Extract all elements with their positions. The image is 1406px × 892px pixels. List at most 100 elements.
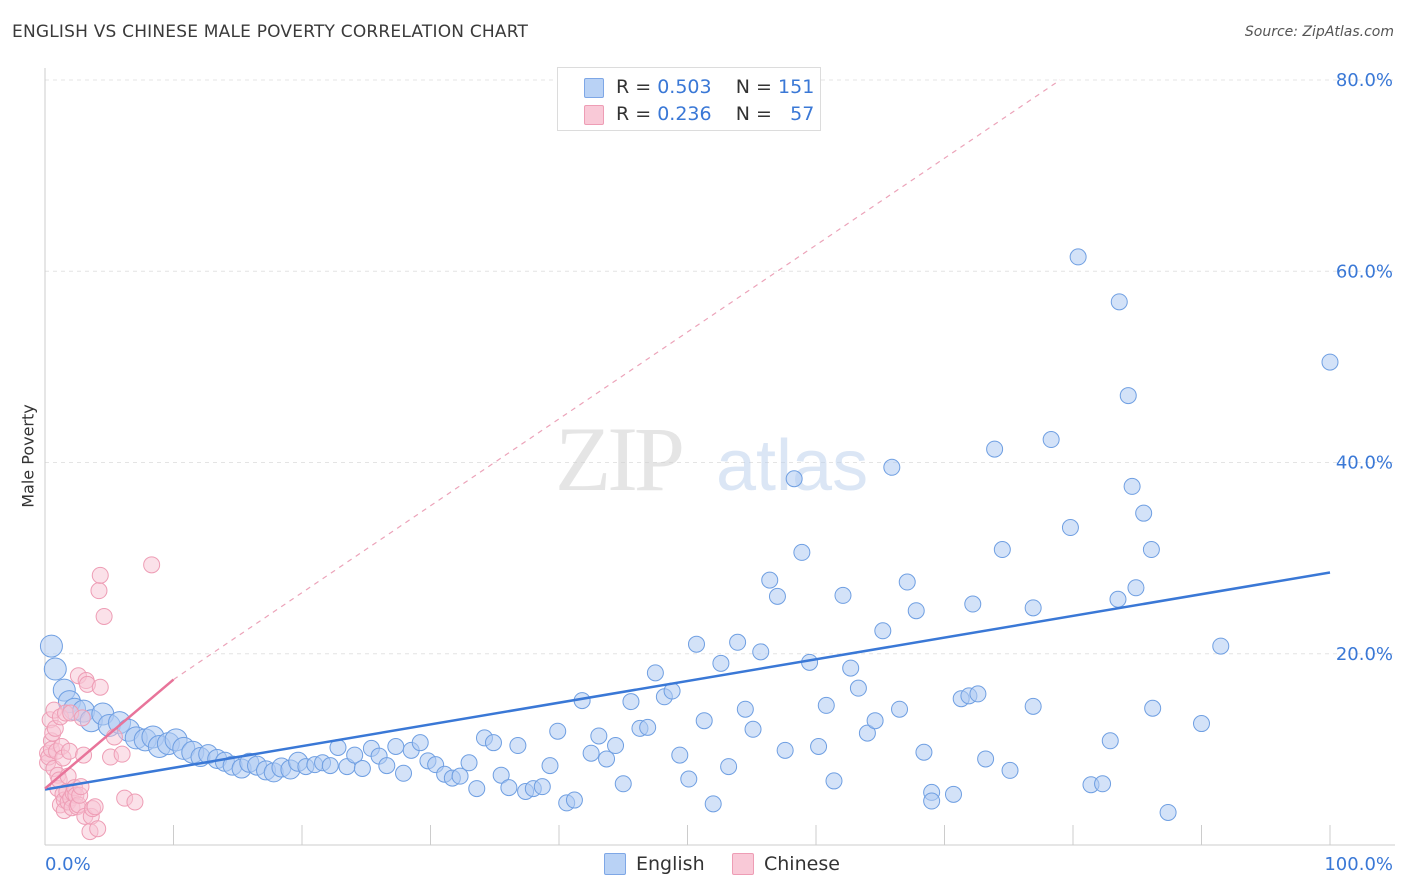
english-point (484, 734, 502, 752)
english-point (1069, 248, 1087, 266)
n-value-english: 151 (778, 76, 815, 98)
english-point (500, 779, 518, 797)
english-point (646, 664, 664, 682)
english-point (1123, 477, 1141, 495)
english-point (378, 757, 396, 775)
english-point (825, 772, 843, 790)
english-point (607, 737, 625, 755)
legend-item-chinese[interactable]: Chinese (732, 852, 840, 876)
english-point (395, 764, 413, 782)
r-value-chinese: 0.236 (657, 103, 712, 125)
r-label: R = (616, 76, 652, 98)
chart-title: ENGLISH VS CHINESE MALE POVERTY CORRELAT… (12, 22, 529, 42)
english-point (1101, 732, 1119, 750)
english-point (866, 712, 884, 730)
english-point (898, 573, 916, 591)
chinese-legend-swatch (732, 853, 754, 875)
english-point (1119, 387, 1137, 405)
english-point (883, 458, 901, 476)
english-point (541, 757, 559, 775)
english-point (776, 741, 794, 759)
chinese-point (143, 556, 161, 574)
r-value-english: 0.503 (657, 76, 712, 98)
n-value-chinese: 57 (790, 103, 815, 125)
chinese-points (39, 556, 161, 841)
english-point (533, 778, 551, 796)
english-point (712, 654, 730, 672)
english-point (977, 750, 995, 768)
watermark-atlas: atlas (716, 426, 868, 506)
english-point (346, 746, 364, 764)
english-point (460, 754, 478, 772)
chinese-point (72, 778, 90, 796)
english-point (1212, 637, 1230, 655)
english-point (582, 744, 600, 762)
english-point (1109, 590, 1127, 608)
english-point (39, 634, 63, 658)
english-point (680, 770, 698, 788)
english-point (964, 595, 982, 613)
english-point (744, 720, 762, 738)
english-point (565, 791, 583, 809)
english-point (1127, 579, 1145, 597)
english-point (923, 792, 941, 810)
english-point (858, 724, 876, 742)
chinese-point (90, 582, 108, 600)
english-point (1135, 504, 1153, 522)
english-point (969, 685, 987, 703)
english-point (1159, 803, 1177, 821)
english-point (944, 785, 962, 803)
english-point (1321, 353, 1339, 371)
legend-item-english[interactable]: English (604, 852, 705, 876)
english-point (1061, 519, 1079, 537)
english-point (842, 659, 860, 677)
english-point (451, 767, 469, 785)
chinese-point (89, 820, 107, 838)
english-point (598, 750, 616, 768)
english-point (752, 643, 770, 661)
english-point (411, 734, 429, 752)
y-tick-label: 20.0% (1336, 644, 1393, 665)
english-point (1024, 599, 1042, 617)
english-point (817, 696, 835, 714)
english-point (1094, 775, 1112, 793)
english-point (695, 712, 713, 730)
english-legend-label: English (636, 853, 705, 875)
english-point (874, 622, 892, 640)
chinese-point (73, 709, 91, 727)
chinese-point (95, 607, 113, 625)
chinese-trend-line (44, 678, 175, 790)
y-tick-label: 40.0% (1336, 453, 1393, 474)
english-point (986, 440, 1004, 458)
tick-labels: 20.0% 40.0% 60.0% 80.0% 0.0% 100.0% (45, 70, 1393, 875)
english-point (353, 760, 371, 777)
english-point (891, 700, 909, 718)
r-label: R = (616, 103, 652, 125)
trend-lines (44, 79, 1331, 791)
chinese-point (91, 566, 109, 584)
watermark: ZIP atlas (555, 408, 868, 510)
chinese-swatch (584, 105, 604, 125)
n-label: N = (735, 103, 772, 125)
english-point (1144, 699, 1162, 717)
watermark-zip: ZIP (555, 408, 682, 510)
english-point (387, 738, 405, 756)
english-point (1024, 697, 1042, 715)
english-point (785, 470, 803, 488)
stats-legend: R = 0.503 N = 151 R = 0.236 N = 57 (557, 67, 821, 131)
english-point (849, 679, 867, 697)
english-point (1001, 761, 1019, 779)
english-point (492, 766, 510, 784)
english-swatch (584, 78, 604, 98)
n-label: N = (735, 76, 772, 98)
english-point (321, 757, 339, 775)
english-point (614, 775, 632, 793)
english-point (736, 700, 754, 718)
chinese-point (60, 742, 78, 760)
chinese-legend-label: Chinese (764, 853, 840, 875)
chinese-trend-extension (173, 79, 1061, 681)
english-point (1042, 431, 1060, 449)
x-tick-label: 100.0% (1324, 854, 1393, 875)
english-point (704, 795, 722, 813)
